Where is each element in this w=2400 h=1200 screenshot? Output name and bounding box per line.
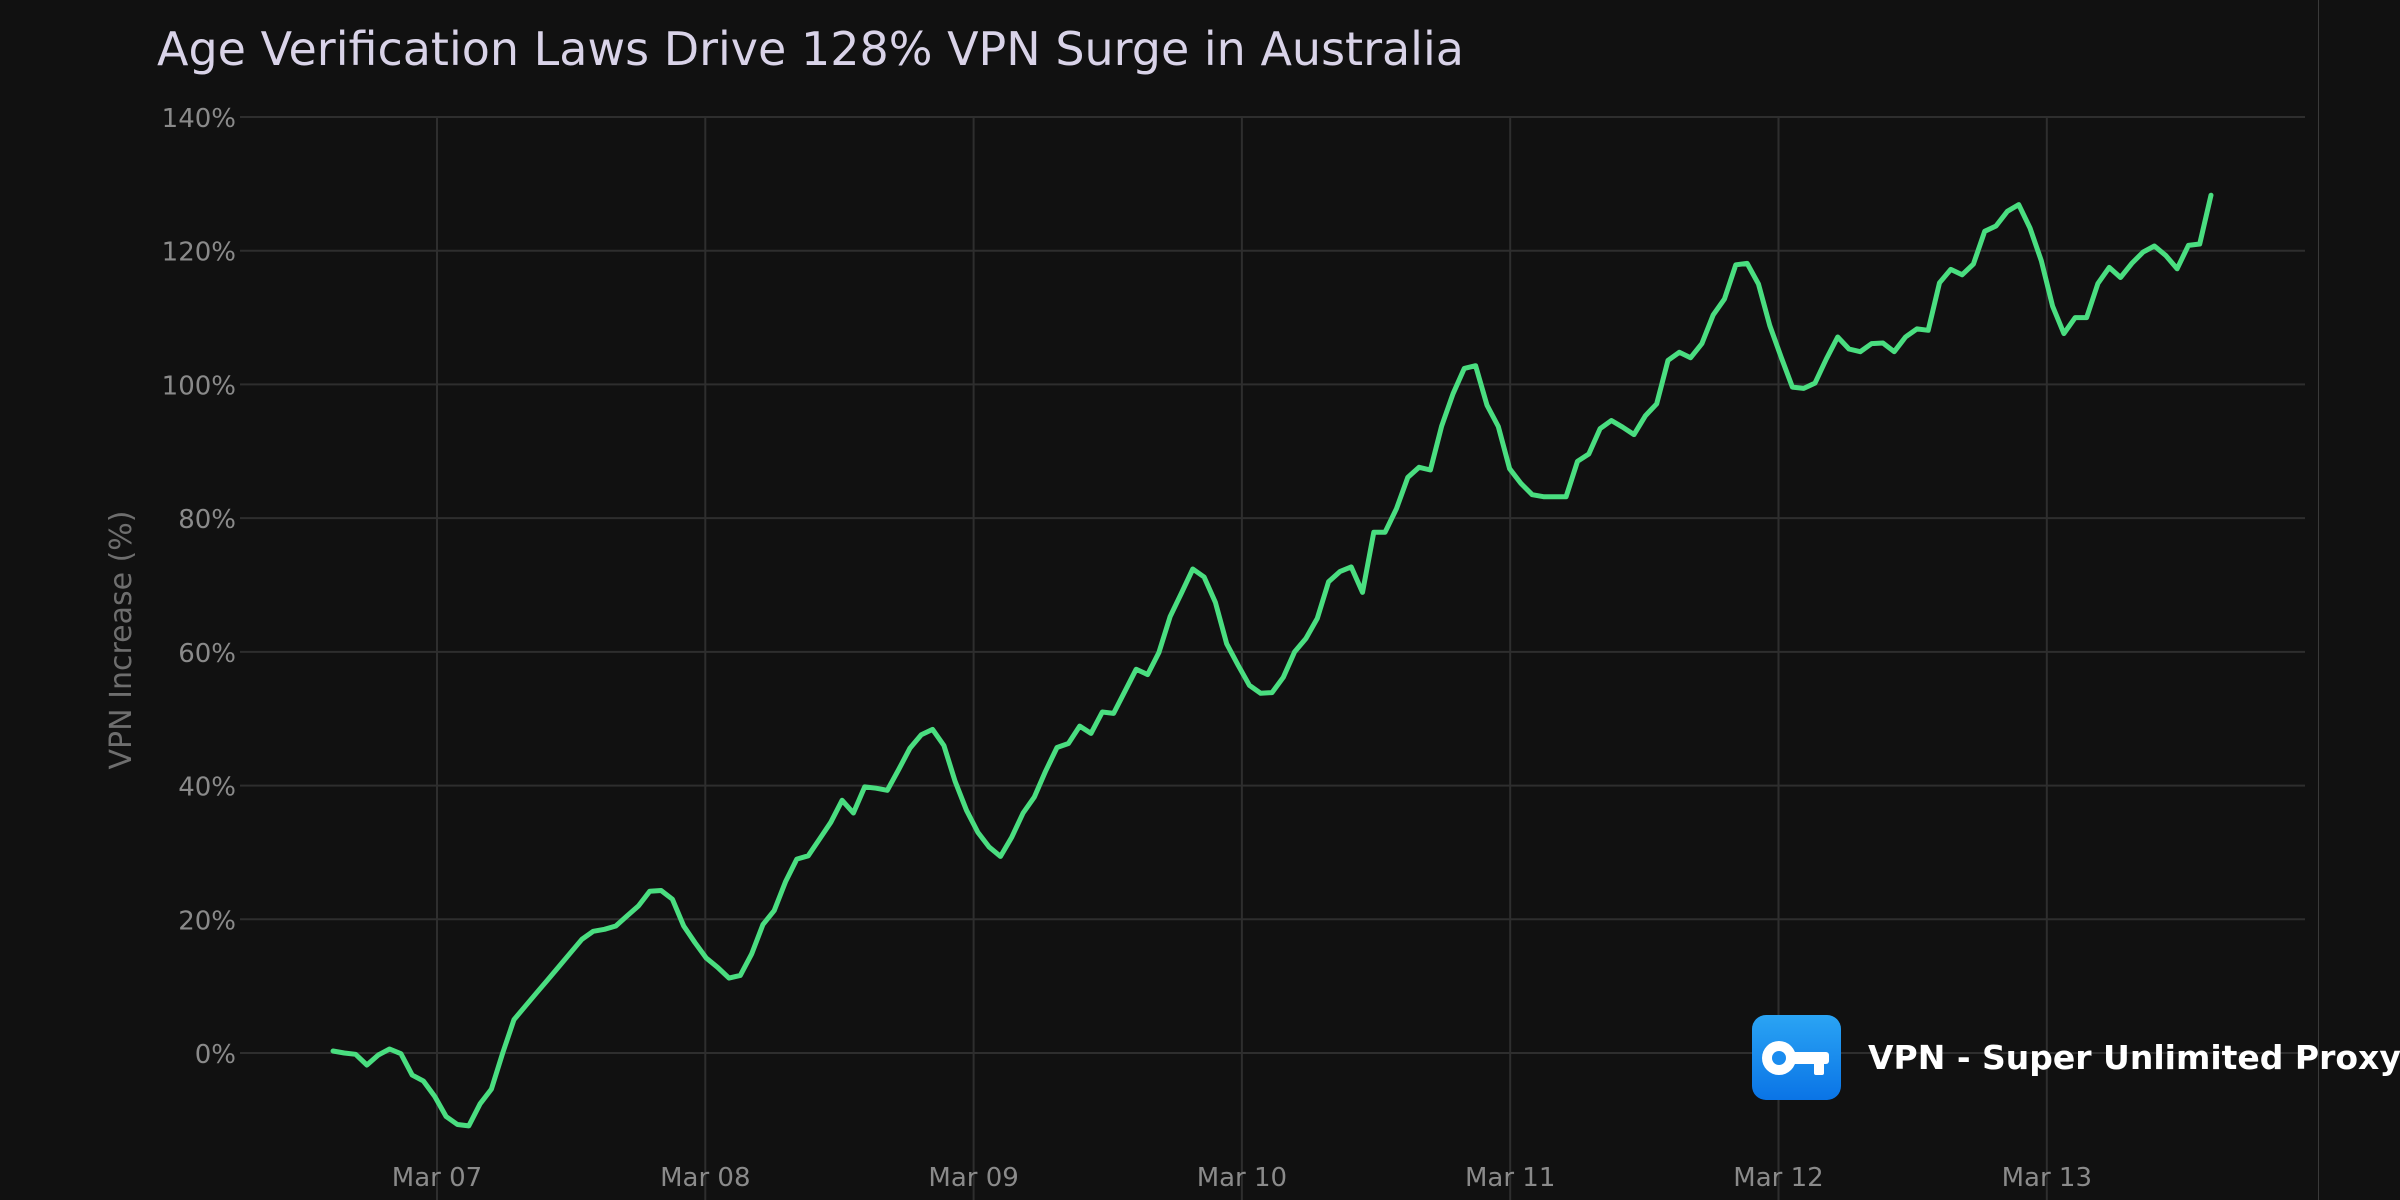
app-badge[interactable]: VPN - Super Unlimited Proxy xyxy=(1752,1015,2400,1100)
y-tick-labels: 0% 20% 40% 60% 80% 100% 120% 140% xyxy=(162,104,236,1070)
y-axis-label: VPN Increase (%) xyxy=(104,511,139,770)
x-tick-label: Mar 10 xyxy=(1197,1163,1287,1193)
y-tick-label: 60% xyxy=(178,639,236,669)
x-tick-label: Mar 12 xyxy=(1733,1163,1823,1193)
app-name: VPN - Super Unlimited Proxy xyxy=(1868,1038,2400,1077)
y-tick-label: 140% xyxy=(162,104,236,134)
vpn-increase-line xyxy=(330,192,2214,1129)
y-tick-label: 100% xyxy=(162,371,236,401)
x-tick-label: Mar 11 xyxy=(1465,1163,1555,1193)
series-group xyxy=(330,192,2214,1129)
y-tick-label: 80% xyxy=(178,505,236,535)
y-tick-label: 120% xyxy=(162,238,236,268)
y-tick-label: 20% xyxy=(178,906,236,936)
y-tick-label: 0% xyxy=(195,1040,236,1070)
right-divider xyxy=(2318,0,2319,1200)
x-tick-label: Mar 09 xyxy=(928,1163,1018,1193)
x-tick-label: Mar 13 xyxy=(2002,1163,2092,1193)
key-icon xyxy=(1752,1015,1841,1100)
x-tick-labels: Mar 07 Mar 08 Mar 09 Mar 10 Mar 11 Mar 12 Mar … xyxy=(392,1163,2092,1193)
y-tick-label: 40% xyxy=(178,773,236,803)
x-tick-label: Mar 08 xyxy=(660,1163,750,1193)
x-tick-label: Mar 07 xyxy=(392,1163,482,1193)
chart-title: Age Verification Laws Drive 128% VPN Sur… xyxy=(157,22,1464,76)
